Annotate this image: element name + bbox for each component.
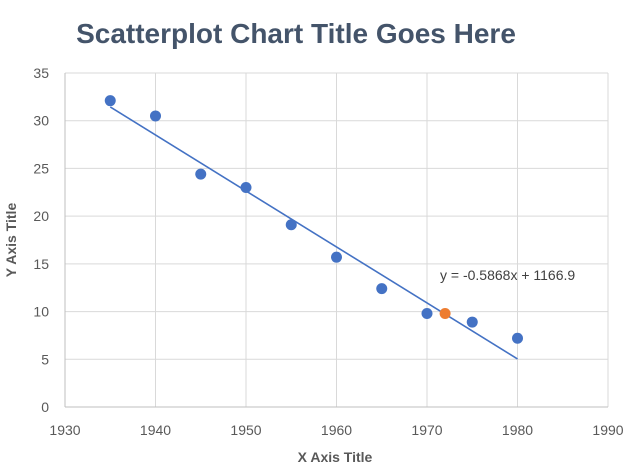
x-tick-label-6: 1990 [592,422,623,438]
y-tick-label-2: 10 [33,304,49,320]
data-point-7 [421,307,433,319]
data-point-3 [240,182,252,194]
trendline-equation: y = -0.5868x + 1166.9 [440,267,575,283]
y-axis-title: Y Axis Title [3,203,19,278]
x-tick-label-1: 1940 [140,422,171,438]
data-point-1 [150,110,161,122]
chart-title: Scatterplot Chart Title Goes Here [76,18,516,49]
data-point-2 [195,168,207,180]
y-tick-label-1: 5 [41,351,49,367]
data-point-5 [331,251,342,263]
data-points [104,95,523,344]
y-tick-label-3: 15 [33,256,49,272]
data-point-6 [376,283,388,295]
x-axis-title: X Axis Title [298,449,373,465]
y-tick-label-0: 0 [41,399,49,415]
y-tick-label-7: 35 [33,65,49,81]
x-tick-label-4: 1970 [411,422,442,438]
axes [64,73,608,408]
x-tick-label-5: 1980 [502,422,533,438]
y-tick-label-5: 25 [33,160,49,176]
gridlines [65,72,609,407]
y-tick-label-6: 30 [33,113,49,129]
x-tick-label-2: 1950 [230,422,261,438]
data-point-4 [285,219,297,231]
data-point-8 [439,307,451,319]
data-point-9 [466,316,478,328]
data-point-0 [104,95,116,107]
trendline [109,106,518,360]
data-point-10 [512,332,523,344]
x-tick-label-3: 1960 [321,422,352,438]
trendline-group [109,106,518,360]
y-tick-label-4: 20 [33,208,49,224]
tick-labels: 0 5 10 15 20 25 30 35 1930 1940 1950 1960 1970 1980 19… [33,65,623,438]
x-tick-label-0: 1930 [49,422,80,438]
